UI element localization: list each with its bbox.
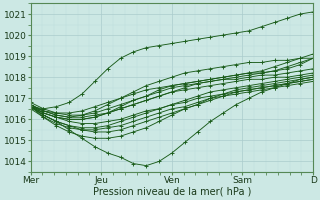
X-axis label: Pression niveau de la mer( hPa ): Pression niveau de la mer( hPa ) <box>93 187 251 197</box>
